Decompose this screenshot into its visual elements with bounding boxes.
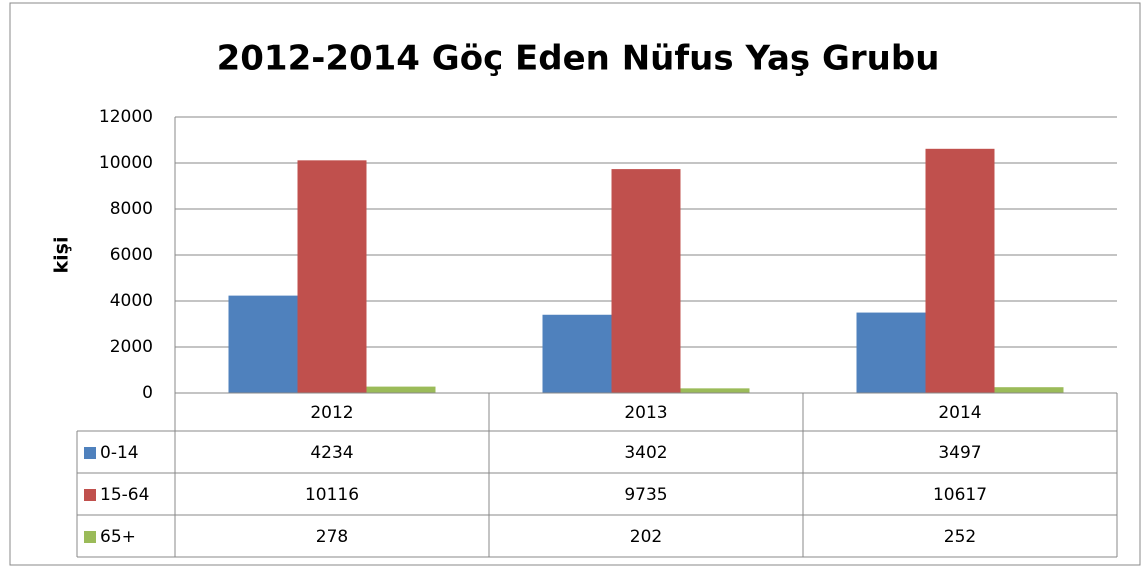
y-tick-label: 4000 <box>110 291 153 311</box>
legend-label: 0-14 <box>100 443 139 463</box>
x-tick-label: 2013 <box>624 403 667 423</box>
x-tick-label: 2012 <box>310 403 353 423</box>
bar <box>856 312 926 393</box>
y-tick-label: 10000 <box>99 153 153 173</box>
table-value: 10116 <box>305 485 359 505</box>
y-tick-label: 0 <box>142 383 153 403</box>
y-axis-title: kişi <box>51 237 73 274</box>
legend-label: 15-64 <box>100 485 149 505</box>
table-value: 252 <box>944 527 976 547</box>
y-tick-label: 8000 <box>110 199 153 219</box>
chart-title: 2012-2014 Göç Eden Nüfus Yaş Grubu <box>217 39 940 79</box>
table-value: 278 <box>316 527 348 547</box>
y-tick-label: 2000 <box>110 337 153 357</box>
y-tick-label: 12000 <box>99 107 153 127</box>
legend-swatch <box>84 489 96 501</box>
x-tick-label: 2014 <box>938 403 981 423</box>
legend-swatch <box>84 531 96 543</box>
legend-label: 65+ <box>100 527 136 547</box>
table-value: 3402 <box>624 443 667 463</box>
bar <box>228 295 298 393</box>
table-value: 3497 <box>938 443 981 463</box>
bar <box>366 386 436 393</box>
table-value: 202 <box>630 527 662 547</box>
y-tick-label: 6000 <box>110 245 153 265</box>
table-value: 4234 <box>310 443 353 463</box>
table-value: 10617 <box>933 485 987 505</box>
bar <box>297 160 367 393</box>
legend-swatch <box>84 447 96 459</box>
table-value: 9735 <box>624 485 667 505</box>
bar <box>994 387 1064 393</box>
bar <box>611 169 681 393</box>
bar <box>542 314 612 393</box>
bar <box>680 388 750 393</box>
bar <box>925 148 995 393</box>
